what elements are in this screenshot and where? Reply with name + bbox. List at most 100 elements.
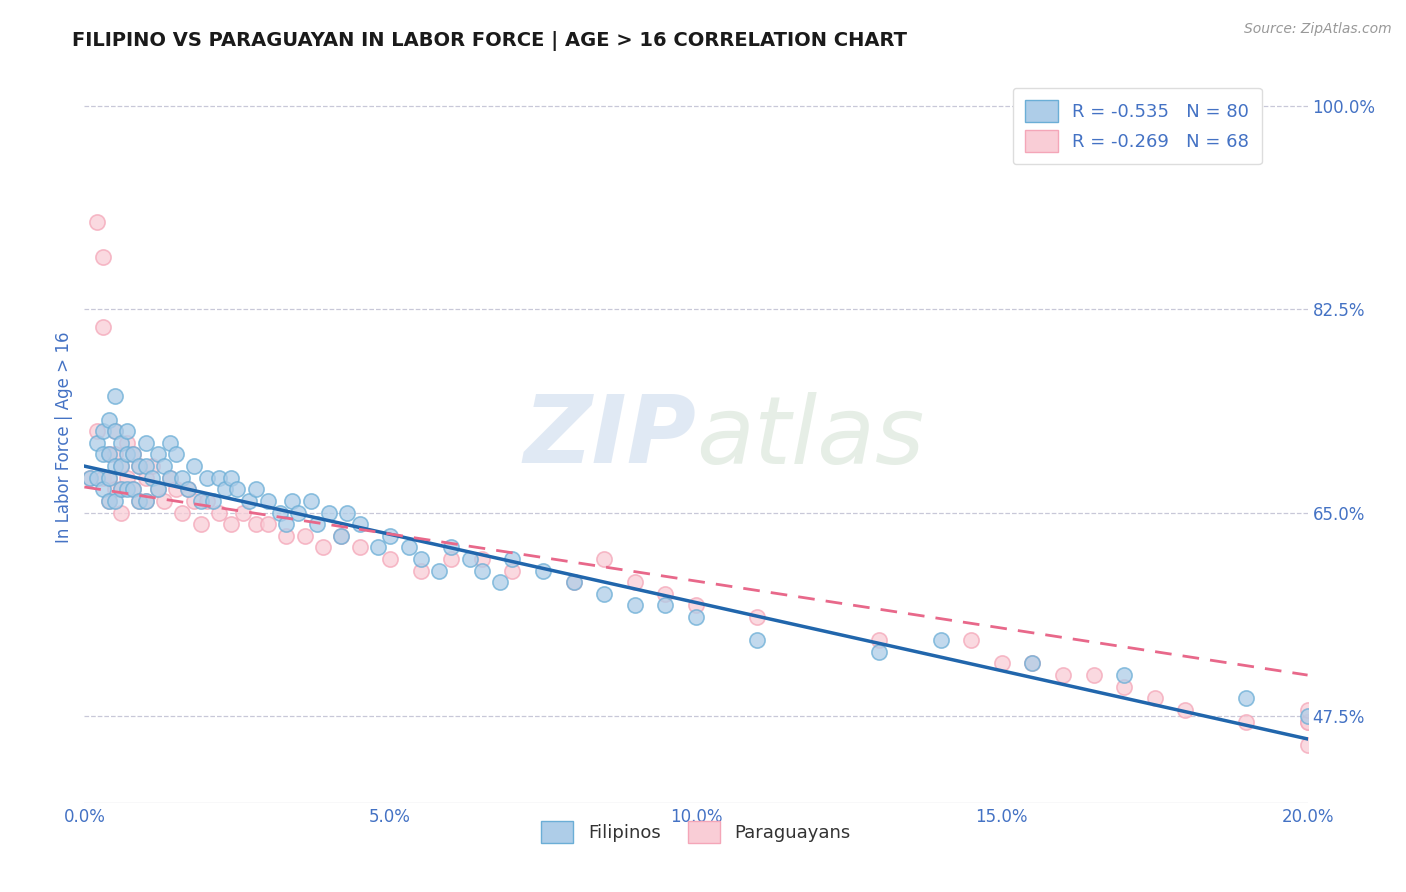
Point [146,483,169,497]
Point [159,471,181,485]
Point [172,506,194,520]
Point [86,215,108,229]
Point [104,424,127,438]
Point [110,436,132,450]
Point [153,494,176,508]
Point [257,494,280,508]
Point [312,541,335,555]
Point [562,575,585,590]
Point [269,506,291,520]
Point [146,483,169,497]
Point [104,459,127,474]
Point [97,494,120,508]
Point [440,552,463,566]
Point [869,633,891,648]
Point [624,575,647,590]
Point [97,448,120,462]
Point [1114,680,1136,694]
Point [869,645,891,659]
Point [1021,657,1043,671]
Point [115,436,138,450]
Point [219,471,242,485]
Point [128,459,150,474]
Point [91,471,114,485]
Point [1296,714,1319,729]
Point [1052,668,1074,682]
Point [115,424,138,438]
Point [159,471,181,485]
Point [135,494,157,508]
Point [91,483,114,497]
Point [489,575,512,590]
Point [219,517,242,532]
Point [195,494,218,508]
Point [115,483,138,497]
Point [135,494,157,508]
Point [146,448,169,462]
Point [110,483,132,497]
Point [960,633,983,648]
Point [471,564,494,578]
Point [245,517,267,532]
Point [458,552,481,566]
Point [214,483,236,497]
Point [183,459,205,474]
Point [367,541,389,555]
Legend: Filipinos, Paraguayans: Filipinos, Paraguayans [529,809,863,856]
Point [281,494,304,508]
Point [991,657,1014,671]
Point [1174,703,1197,717]
Point [122,448,145,462]
Point [1296,738,1319,752]
Point [86,471,108,485]
Point [398,541,420,555]
Point [201,494,224,508]
Point [232,506,254,520]
Point [1236,714,1258,729]
Point [409,564,432,578]
Point [141,459,163,474]
Point [97,471,120,485]
Point [128,494,150,508]
Point [330,529,353,543]
Point [110,459,132,474]
Point [172,471,194,485]
Point [97,471,120,485]
Point [654,599,676,613]
Point [1296,708,1319,723]
Point [747,633,769,648]
Point [336,506,359,520]
Point [122,483,145,497]
Point [276,529,298,543]
Point [135,459,157,474]
Point [502,552,524,566]
Point [471,552,494,566]
Point [1143,691,1166,706]
Point [440,541,463,555]
Point [110,506,132,520]
Point [122,448,145,462]
Text: Source: ZipAtlas.com: Source: ZipAtlas.com [1244,22,1392,37]
Point [104,389,127,403]
Point [208,471,231,485]
Point [245,483,267,497]
Point [165,483,187,497]
Point [531,564,554,578]
Point [427,564,450,578]
Point [86,436,108,450]
Point [349,541,371,555]
Point [128,494,150,508]
Point [110,483,132,497]
Point [97,448,120,462]
Point [91,424,114,438]
Point [294,529,316,543]
Point [1296,714,1319,729]
Y-axis label: In Labor Force | Age > 16: In Labor Force | Age > 16 [55,331,73,543]
Text: atlas: atlas [696,392,924,483]
Point [929,633,952,648]
Point [318,506,340,520]
Point [305,517,328,532]
Point [330,529,353,543]
Point [135,471,157,485]
Point [409,552,432,566]
